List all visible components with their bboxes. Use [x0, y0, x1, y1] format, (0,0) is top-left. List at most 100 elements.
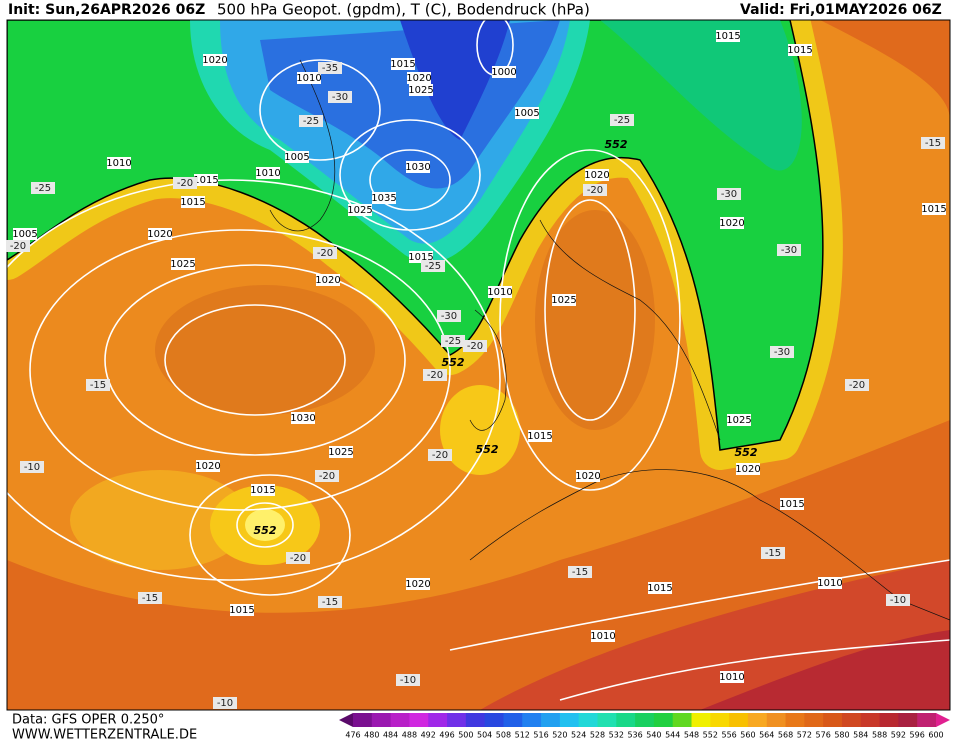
- height-label: 552: [605, 138, 628, 151]
- temperature-label: -25: [303, 116, 319, 127]
- temperature-label: -20: [432, 450, 448, 461]
- scale-label: 476: [345, 731, 360, 740]
- isobar-label: 1025: [170, 259, 195, 270]
- temperature-label-box: [441, 335, 465, 347]
- temperature-label: -15: [322, 597, 338, 608]
- scale-label: 576: [816, 731, 831, 740]
- isobar-label-box: [391, 58, 415, 70]
- isobar-label-box: [788, 44, 812, 56]
- isobar-label: 1020: [575, 471, 600, 482]
- temperature-label-box: [318, 62, 342, 74]
- scale-swatch: [635, 713, 655, 727]
- temperature-label: -20: [177, 178, 193, 189]
- temperature-label-box: [583, 184, 607, 196]
- temperature-label: -20: [290, 553, 306, 564]
- temperature-label: -20: [317, 248, 333, 259]
- isobar-label-box: [406, 161, 430, 173]
- isobar-label: 1005: [12, 229, 37, 240]
- scale-swatch: [860, 713, 881, 727]
- isobar-label: 1010: [106, 158, 131, 169]
- temperature-label-box: [437, 310, 461, 322]
- temperature-label-box: [845, 379, 869, 391]
- isobar-label: 1015: [193, 175, 218, 186]
- temperature-label-box: [31, 182, 55, 194]
- isobar-label-box: [818, 577, 842, 589]
- scale-arrow-low: [339, 713, 353, 727]
- isobar-label-box: [716, 30, 740, 42]
- isobar-label: 1025: [726, 415, 751, 426]
- scale-swatch: [616, 713, 636, 727]
- scale-swatch: [785, 713, 805, 727]
- temperature-label-box: [286, 552, 310, 564]
- scale-label: 600: [928, 731, 943, 740]
- isobar-label: 1025: [408, 85, 433, 96]
- height-label: 552: [476, 443, 499, 456]
- isobar-label-box: [316, 274, 340, 286]
- isobar-label-box: [329, 446, 353, 458]
- scale-swatch: [691, 713, 711, 727]
- scale-label: 548: [684, 731, 699, 740]
- temperature-label: -20: [467, 341, 483, 352]
- scale-label: 508: [496, 731, 511, 740]
- isobar-label-box: [576, 470, 600, 482]
- isobar-label-box: [727, 414, 751, 426]
- isobar-label: 1030: [290, 413, 315, 424]
- isobar-label: 1015: [408, 252, 433, 263]
- scale-swatch: [917, 713, 937, 727]
- isobar-label: 1010: [487, 287, 512, 298]
- isobar-label-box: [528, 430, 552, 442]
- isobar-label-box: [736, 463, 760, 475]
- temperature-label: -15: [142, 593, 158, 604]
- temperature-label: -20: [849, 380, 865, 391]
- scale-swatch: [390, 713, 410, 727]
- scale-label: 528: [590, 731, 605, 740]
- temperature-label-box: [463, 340, 487, 352]
- isobar-label-box: [13, 228, 37, 240]
- temperature-label: -30: [781, 245, 797, 256]
- scale-swatch: [447, 713, 467, 727]
- scale-swatch: [578, 713, 598, 727]
- scale-label: 556: [721, 731, 736, 740]
- isobar-label: 1035: [371, 193, 396, 204]
- isobar-label: 1015: [787, 45, 812, 56]
- scale-label: 512: [515, 731, 530, 740]
- isobar-label: 1015: [715, 31, 740, 42]
- scale-label: 488: [402, 731, 417, 740]
- isobar-label: 1015: [779, 499, 804, 510]
- temperature-label-box: [777, 244, 801, 256]
- isobar-label-box: [585, 169, 609, 181]
- isobar-label: 1000: [491, 67, 516, 78]
- isobar-label: 1030: [405, 162, 430, 173]
- temperature-label-box: [138, 592, 162, 604]
- isobar-label-box: [348, 204, 372, 216]
- temperature-label: -20: [587, 185, 603, 196]
- isobar-label: 1025: [551, 295, 576, 306]
- isobar-label: 1025: [328, 447, 353, 458]
- scale-swatch: [353, 713, 373, 727]
- isobar-label-box: [256, 167, 280, 179]
- isobar-label: 1020: [202, 55, 227, 66]
- temperature-label: -15: [572, 567, 588, 578]
- isobar-label-box: [171, 258, 195, 270]
- temperature-label-box: [299, 115, 323, 127]
- temperature-label: -35: [322, 63, 338, 74]
- scale-swatch: [898, 713, 918, 727]
- isobar-label: 1015: [180, 197, 205, 208]
- data-source: Data: GFS OPER 0.250°: [12, 713, 164, 728]
- temperature-label: -25: [614, 115, 630, 126]
- height-label: 552: [254, 524, 277, 537]
- scale-swatch: [522, 713, 542, 727]
- temperature-label-box: [20, 461, 44, 473]
- scale-label: 584: [853, 731, 868, 740]
- isobar-label-box: [181, 196, 205, 208]
- scale-label: 532: [609, 731, 624, 740]
- scale-swatch: [371, 713, 392, 727]
- scale-label: 560: [740, 731, 755, 740]
- isobar-label: 1010: [296, 73, 321, 84]
- isobar-label-box: [372, 192, 396, 204]
- temperature-label: -25: [425, 261, 441, 272]
- scale-label: 568: [778, 731, 793, 740]
- isobar-label: 1015: [229, 605, 254, 616]
- init-time: Init: Sun,26APR2026 06Z: [8, 2, 205, 18]
